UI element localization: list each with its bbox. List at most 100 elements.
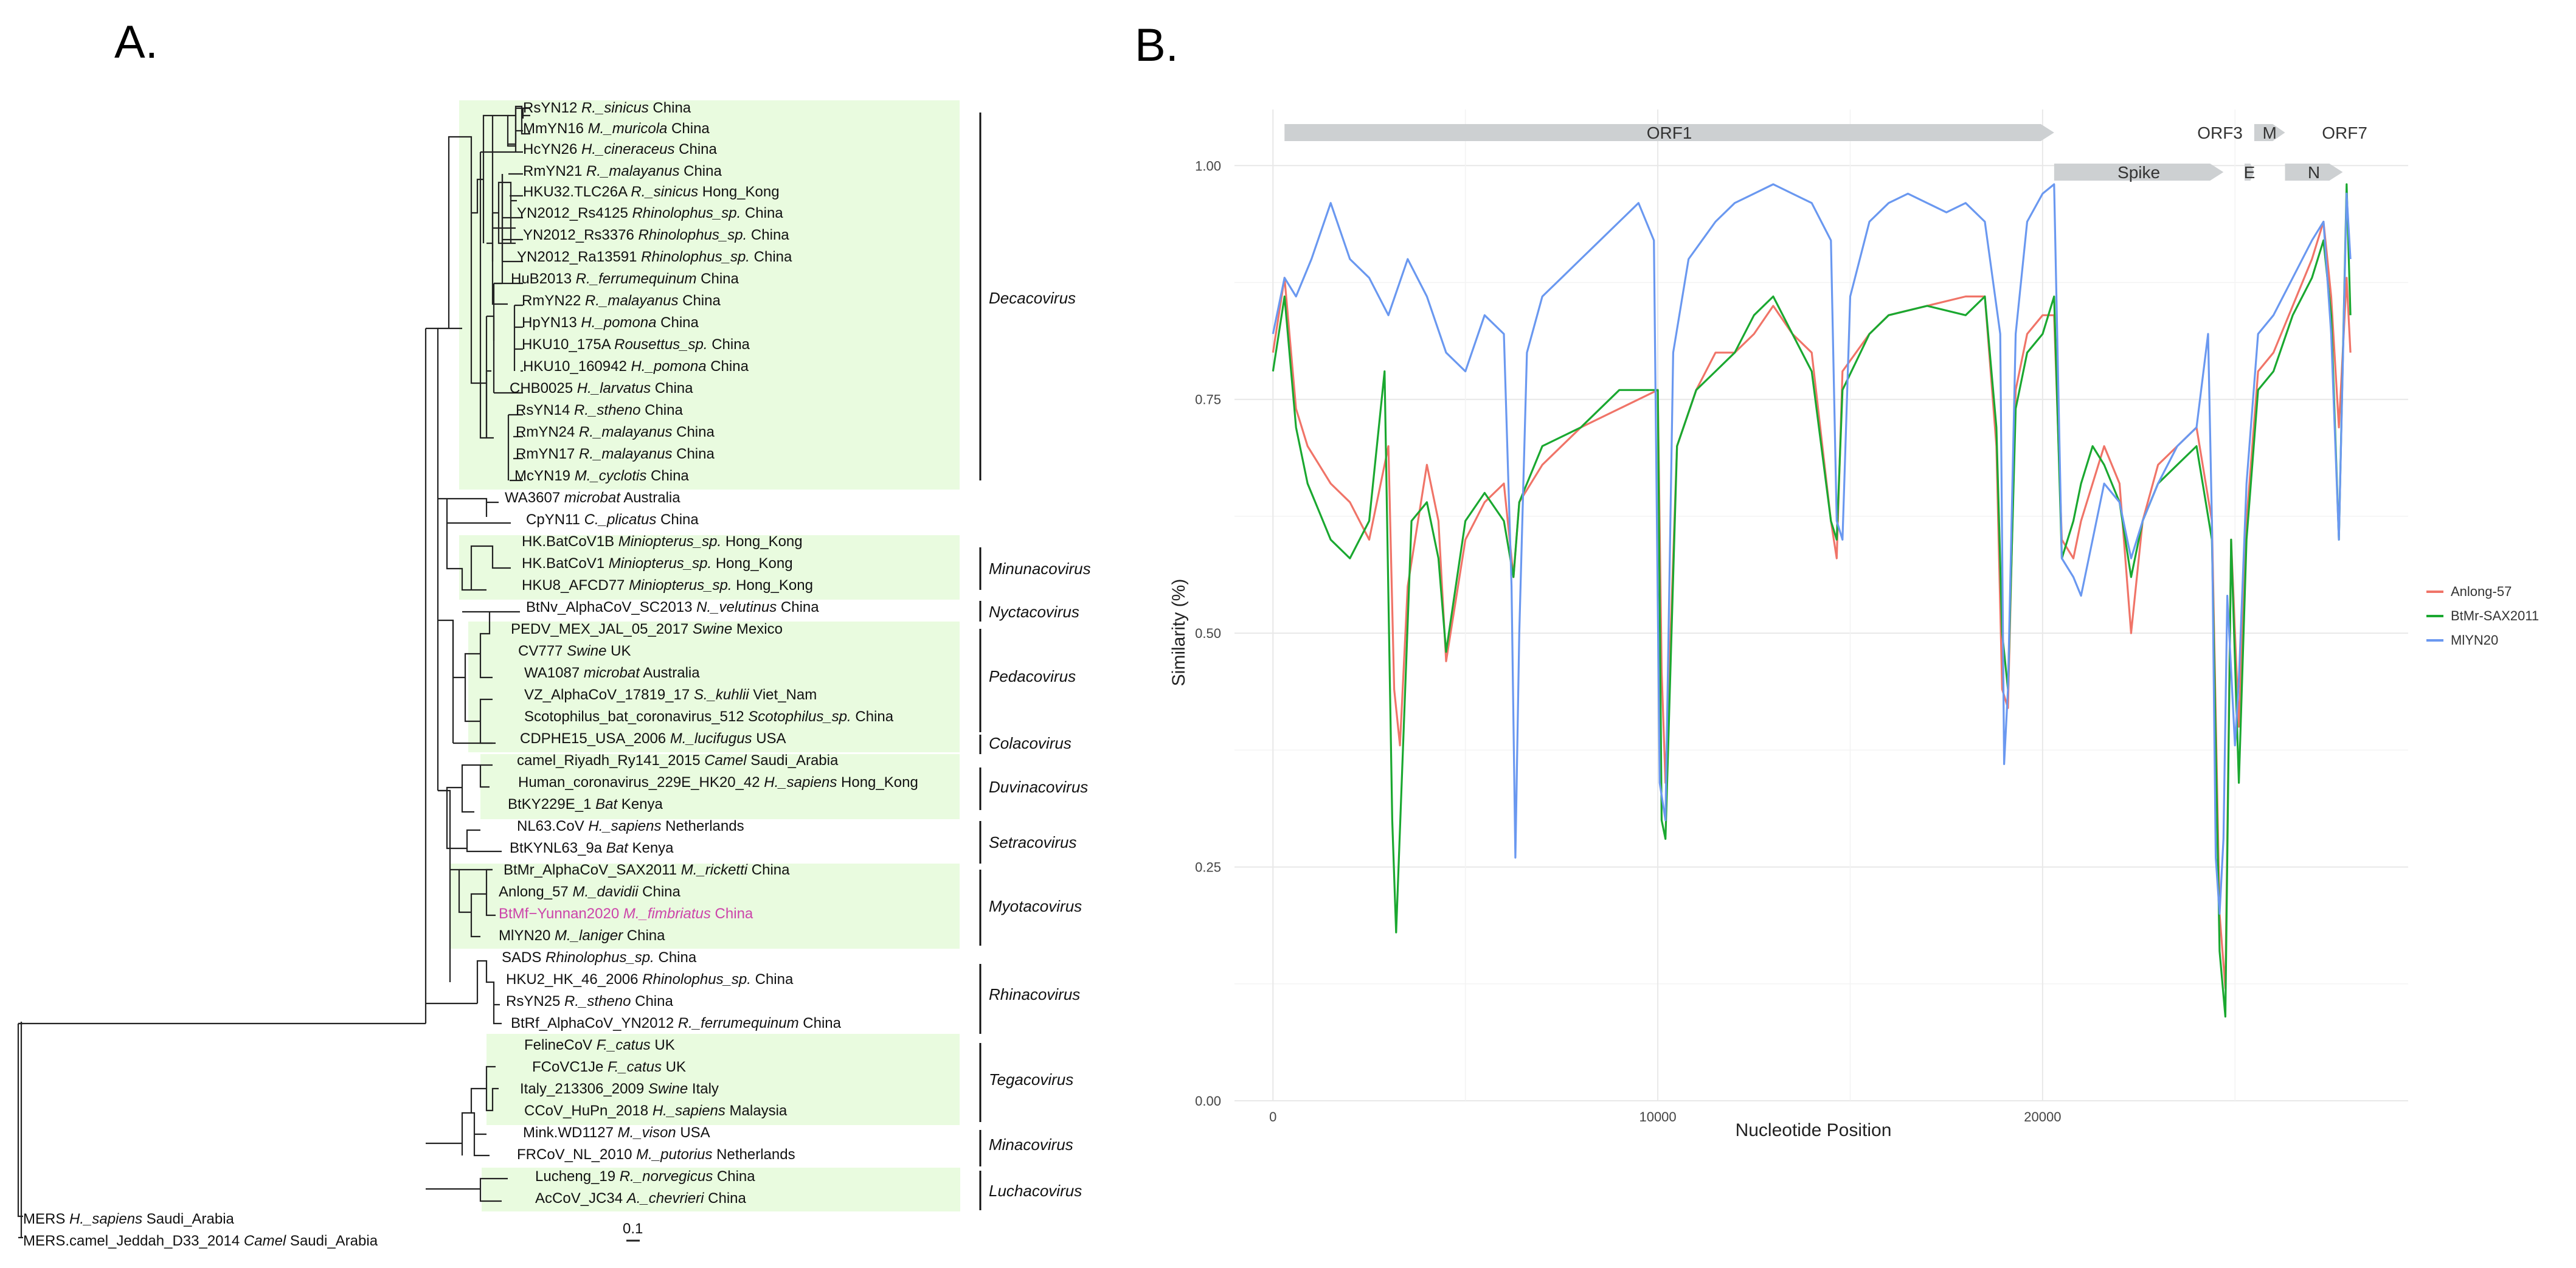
- tip-location: Netherlands: [713, 1146, 795, 1163]
- tip-name: MERS.camel_Jeddah_D33_2014: [23, 1233, 244, 1249]
- tip-location: China: [708, 336, 750, 353]
- tip-species: N._velutinus: [696, 599, 777, 615]
- plot-legend: Anlong-57 BtMr-SAX2011 MlYN20: [2426, 584, 2539, 648]
- tip-location: UK: [606, 643, 631, 659]
- tip-species: F._catus: [597, 1037, 651, 1053]
- tip-label-yn2012_rs4125: YN2012_Rs4125 Rhinolophus_sp. China: [517, 205, 783, 221]
- tip-location: China: [623, 927, 665, 944]
- tip-name: WA1087: [524, 665, 584, 681]
- series-line-2: [1272, 183, 2352, 915]
- tip-label-mers_camel: MERS.camel_Jeddah_D33_2014 Camel Saudi_A…: [23, 1233, 378, 1249]
- tip-name: Anlong_57: [499, 884, 572, 900]
- tip-label-rmyn24: RmYN24 R._malayanus China: [516, 424, 715, 440]
- tip-label-sads: SADS Rhinolophus_sp. China: [502, 949, 697, 966]
- tip-name: VZ_AlphaCoV_17819_17: [524, 687, 694, 703]
- tip-location: Viet_Nam: [749, 687, 817, 703]
- tip-species: Camel: [244, 1233, 286, 1249]
- tip-location: Hong_Kong: [712, 555, 792, 572]
- tip-location: UK: [651, 1037, 675, 1053]
- genus-label-myotacovirus: Myotacovirus: [989, 897, 1082, 915]
- tip-label-rsyn25: RsYN25 R._stheno China: [506, 993, 673, 1010]
- tip-species: Miniopterus_sp.: [629, 577, 732, 594]
- y-axis-ticks: 0.00 0.25 0.50 0.75 1.00: [1195, 158, 1221, 1109]
- tip-name: MERS: [23, 1211, 69, 1227]
- tip-species: R._sinicus: [581, 100, 649, 116]
- tip-species: Rhinolophus_sp.: [545, 949, 654, 966]
- tip-label-cdphe15: CDPHE15_USA_2006 M._lucifugus USA: [520, 730, 786, 747]
- tip-location: Netherlands: [661, 818, 744, 834]
- tip-location: China: [672, 446, 715, 462]
- genus-label-luchacovirus: Luchacovirus: [989, 1182, 1082, 1200]
- tip-location: China: [654, 949, 697, 966]
- tip-name: CHB0025: [510, 380, 577, 397]
- tip-location: Mexico: [732, 621, 783, 637]
- tip-species: Miniopterus_sp.: [609, 555, 712, 572]
- tip-label-frcov: FRCoV_NL_2010 M._putorius Netherlands: [517, 1146, 795, 1163]
- tip-species: Rhinolophus_sp.: [632, 205, 741, 221]
- tip-name: FCoVC1Je: [532, 1059, 608, 1075]
- panel-b-label: B.: [1135, 19, 1179, 71]
- band-pedacovirus: [468, 622, 960, 752]
- tip-label-hku32: HKU32.TLC26A R._sinicus Hong_Kong: [523, 184, 780, 200]
- tip-label-btnv: BtNv_AlphaCoV_SC2013 N._velutinus China: [526, 599, 819, 615]
- tip-name: Mink.WD1127: [523, 1124, 618, 1141]
- tip-name: RmYN22: [522, 293, 585, 309]
- tip-species: R._ferrumequinum: [576, 271, 697, 287]
- tip-species: Swine: [648, 1081, 688, 1097]
- tip-location: China: [679, 163, 722, 179]
- tip-species: H._sapiens: [588, 818, 661, 834]
- tip-label-yn2012_ra13591: YN2012_Ra13591 Rhinolophus_sp. China: [517, 249, 792, 265]
- tip-species: Rhinolophus_sp.: [641, 249, 750, 265]
- tip-name: BtMf−Yunnan2020: [499, 906, 623, 922]
- tip-location: UK: [662, 1059, 686, 1075]
- tip-species: S._kuhlii: [694, 687, 749, 703]
- gene-arrow-orf1: [1284, 124, 2054, 141]
- gene-label-orf1: ORF1: [1647, 123, 1692, 142]
- genus-label-duvinacovirus: Duvinacovirus: [989, 778, 1088, 796]
- tip-name: FelineCoV: [524, 1037, 597, 1053]
- tip-label-hcyn26: HcYN26 H._cineraceus China: [523, 141, 717, 158]
- tip-location: China: [678, 293, 721, 309]
- tip-name: HKU10_160942: [523, 358, 631, 375]
- tip-location: China: [747, 227, 789, 243]
- tip-label-chb0025: CHB0025 H._larvatus China: [510, 380, 693, 397]
- tip-species: Rhinolophus_sp.: [638, 227, 747, 243]
- tip-species: M._vison: [618, 1124, 676, 1141]
- tip-label-rsyn14: RsYN14 R._stheno China: [516, 402, 683, 418]
- tip-name: BtMr_AlphaCoV_SAX2011: [504, 862, 681, 878]
- tip-location: China: [672, 424, 715, 440]
- gene-label-orf7: ORF7: [2322, 123, 2367, 142]
- tip-species: microbat: [584, 665, 640, 681]
- scale-bar: 0.1: [623, 1221, 643, 1242]
- tip-label-anlong57: Anlong_57 M._davidii China: [499, 884, 681, 900]
- tip-label-hcov229e: Human_coronavirus_229E_HK20_42 H._sapien…: [518, 774, 918, 791]
- tip-location: China: [646, 468, 689, 484]
- legend-label-1: BtMr-SAX2011: [2451, 608, 2539, 623]
- x-tick-label: 10000: [1639, 1109, 1676, 1124]
- tip-location: China: [674, 141, 717, 158]
- tip-name: MmYN16: [523, 120, 588, 137]
- tip-name: RmYN24: [516, 424, 579, 440]
- tip-name: McYN19: [514, 468, 575, 484]
- tip-label-lucheng: Lucheng_19 R._norvegicus China: [535, 1168, 755, 1185]
- tip-name: HcYN26: [523, 141, 581, 158]
- tip-species: C._plicatus: [584, 511, 657, 528]
- tip-name: CCoV_HuPn_2018: [524, 1103, 653, 1119]
- tip-label-hpyn13: HpYN13 H._pomona China: [522, 314, 699, 331]
- tip-label-miyn20: MlYN20 M._laniger China: [499, 927, 665, 944]
- tree-tips: RsYN12 R._sinicus China MmYN16 M._muricol…: [23, 100, 918, 1249]
- tip-location: China: [751, 971, 794, 988]
- tip-location: Hong_Kong: [732, 577, 812, 594]
- tip-name: HKU8_AFCD77: [522, 577, 629, 594]
- tip-name: HK.BatCoV1: [522, 555, 609, 572]
- tip-location: China: [711, 906, 753, 922]
- tip-name: RmYN17: [516, 446, 579, 462]
- tip-name: RsYN25: [506, 993, 564, 1010]
- tip-location: Hong_Kong: [721, 533, 802, 550]
- tip-label-btmr: BtMr_AlphaCoV_SAX2011 M._ricketti China: [504, 862, 790, 878]
- tip-name: Lucheng_19: [535, 1168, 620, 1185]
- tip-species: Bat: [606, 840, 629, 856]
- y-tick-label: 0.25: [1195, 860, 1221, 875]
- tip-species: microbat: [564, 490, 621, 506]
